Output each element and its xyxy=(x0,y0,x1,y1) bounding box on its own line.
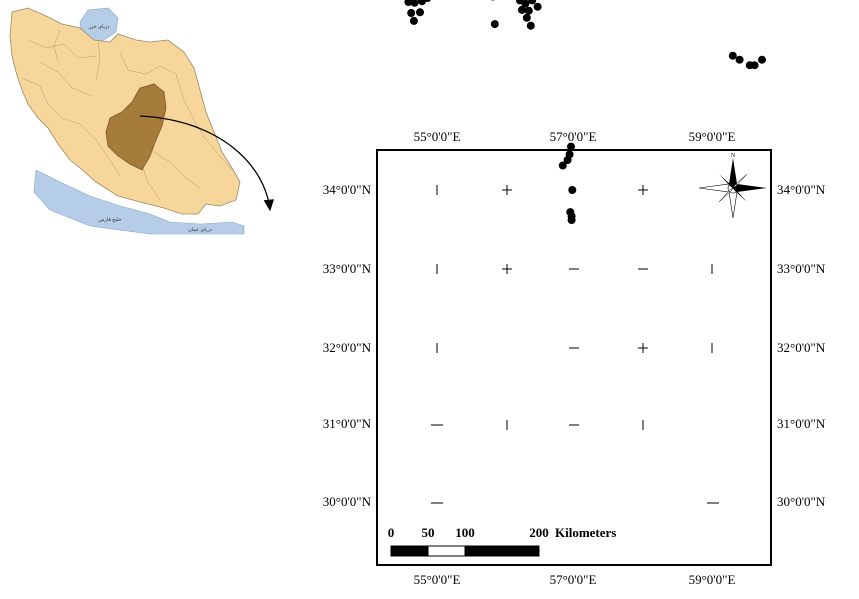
left-lat-label: 33°0'0"N xyxy=(323,261,372,276)
sample-point xyxy=(516,0,524,5)
right-latitude-labels: 34°0'0"N 33°0'0"N 32°0'0"N 31°0'0"N 30°0… xyxy=(777,182,826,509)
sample-point xyxy=(533,2,542,11)
bottom-lon-label: 57°0'0"E xyxy=(550,572,597,587)
sample-point xyxy=(728,51,737,60)
sample-point xyxy=(528,0,537,5)
graticule-mark xyxy=(502,264,512,274)
graticule-mark xyxy=(638,185,648,195)
sample-point xyxy=(566,208,575,217)
graticule-marks xyxy=(431,185,719,504)
sample-point xyxy=(735,55,744,64)
scale-unit: Kilometers xyxy=(555,525,616,540)
right-lat-label: 34°0'0"N xyxy=(777,182,826,197)
left-lat-label: 30°0'0"N xyxy=(323,494,372,509)
sample-point xyxy=(567,142,575,151)
scale-tick-0: 0 xyxy=(388,525,395,540)
top-lon-label: 57°0'0"E xyxy=(550,129,597,144)
inset-label-oman-sea: دریای عمان xyxy=(188,227,212,233)
scale-bar: 0 50 100 200 Kilometers xyxy=(388,525,616,557)
sample-point xyxy=(565,150,574,159)
sample-points xyxy=(404,0,766,224)
sample-point xyxy=(418,0,426,6)
scale-tick-100: 100 xyxy=(455,525,475,540)
top-lon-label: 55°0'0"E xyxy=(414,129,461,144)
inset-label-north-sea: دریای خزر xyxy=(88,24,110,30)
sample-point xyxy=(409,16,418,25)
sample-point xyxy=(407,9,416,17)
top-lon-label: 59°0'0"E xyxy=(689,129,736,144)
left-lat-label: 31°0'0"N xyxy=(323,416,372,431)
left-lat-label: 32°0'0"N xyxy=(323,340,372,355)
province-boundaries xyxy=(21,29,233,201)
caspian-sea xyxy=(79,7,119,43)
sample-point xyxy=(490,20,499,29)
right-lat-label: 32°0'0"N xyxy=(777,340,826,355)
sample-point xyxy=(490,0,495,1)
inset-label-south-sea: خلیج فارس xyxy=(98,217,121,223)
left-latitude-labels: 34°0'0"N 33°0'0"N 32°0'0"N 31°0'0"N 30°0… xyxy=(323,182,372,509)
sample-point xyxy=(424,0,431,2)
sample-point xyxy=(526,21,535,30)
sample-point xyxy=(416,8,424,17)
sample-point xyxy=(558,161,567,170)
sample-point xyxy=(750,61,759,70)
inset-study-area xyxy=(105,83,167,171)
bottom-lon-label: 55°0'0"E xyxy=(414,572,461,587)
right-lat-label: 30°0'0"N xyxy=(777,494,826,509)
bottom-lon-label: 59°0'0"E xyxy=(689,572,736,587)
sample-point xyxy=(518,5,526,14)
persian-gulf xyxy=(33,169,245,235)
sample-point xyxy=(524,6,533,15)
right-lat-label: 31°0'0"N xyxy=(777,416,826,431)
connector-arrow xyxy=(139,115,275,212)
scale-tick-200: 200 xyxy=(529,525,549,540)
inset-map: دریای خزر خلیج فارس دریای عمان xyxy=(9,7,245,235)
sample-point xyxy=(568,186,577,194)
sample-point xyxy=(758,55,766,64)
bottom-longitude-labels: 55°0'0"E 57°0'0"E 59°0'0"E xyxy=(414,572,736,587)
graticule-mark xyxy=(502,185,512,195)
north-letter: N xyxy=(731,153,736,159)
scale-tick-50: 50 xyxy=(422,525,435,540)
sample-point xyxy=(404,0,413,6)
left-lat-label: 34°0'0"N xyxy=(323,182,372,197)
sample-point xyxy=(410,0,419,7)
north-arrow: N xyxy=(698,153,767,219)
right-lat-label: 33°0'0"N xyxy=(777,261,826,276)
graticule-mark xyxy=(638,343,648,353)
sample-point xyxy=(522,13,531,22)
top-longitude-labels: 55°0'0"E 57°0'0"E 59°0'0"E xyxy=(414,129,736,144)
